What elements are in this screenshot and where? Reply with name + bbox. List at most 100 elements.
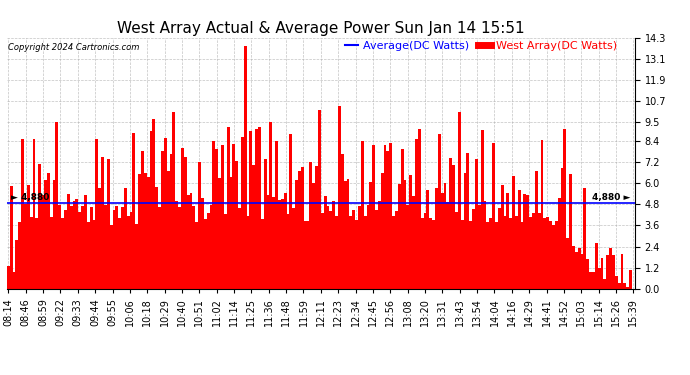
Bar bbox=[75, 199, 78, 289]
Bar bbox=[270, 122, 273, 289]
Bar bbox=[515, 216, 518, 289]
Bar bbox=[361, 141, 364, 289]
Bar bbox=[181, 148, 184, 289]
Bar bbox=[218, 178, 221, 289]
Bar bbox=[481, 130, 484, 289]
Bar bbox=[313, 183, 315, 289]
Bar bbox=[230, 177, 233, 289]
Bar bbox=[61, 218, 64, 289]
Bar bbox=[497, 209, 501, 289]
Bar bbox=[112, 210, 115, 289]
Bar bbox=[384, 145, 386, 289]
Bar bbox=[329, 211, 333, 289]
Bar bbox=[84, 195, 87, 289]
Bar bbox=[321, 213, 324, 289]
Bar bbox=[341, 154, 344, 289]
Bar bbox=[233, 144, 235, 289]
Bar bbox=[441, 193, 444, 289]
Bar bbox=[586, 260, 589, 289]
Bar bbox=[286, 214, 290, 289]
Bar bbox=[509, 218, 512, 289]
Bar bbox=[381, 172, 384, 289]
Bar bbox=[444, 183, 446, 289]
Bar bbox=[315, 166, 318, 289]
Bar bbox=[193, 206, 195, 289]
Bar bbox=[484, 201, 486, 289]
Bar bbox=[595, 243, 598, 289]
Bar bbox=[435, 188, 438, 289]
Bar bbox=[87, 222, 90, 289]
Bar bbox=[584, 188, 586, 289]
Bar bbox=[127, 216, 130, 289]
Bar bbox=[92, 220, 95, 289]
Bar bbox=[353, 210, 355, 289]
Text: ► 4,880: ► 4,880 bbox=[11, 193, 50, 202]
Bar bbox=[489, 218, 492, 289]
Bar bbox=[138, 174, 141, 289]
Bar bbox=[178, 207, 181, 289]
Bar bbox=[349, 216, 353, 289]
Bar bbox=[258, 127, 261, 289]
Bar bbox=[549, 221, 552, 289]
Bar bbox=[501, 185, 504, 289]
Bar bbox=[266, 195, 270, 289]
Bar bbox=[115, 206, 118, 289]
Text: Copyright 2024 Cartronics.com: Copyright 2024 Cartronics.com bbox=[8, 42, 139, 51]
Bar bbox=[338, 106, 341, 289]
Bar bbox=[150, 131, 152, 289]
Bar bbox=[535, 171, 538, 289]
Bar bbox=[458, 112, 461, 289]
Bar bbox=[210, 205, 213, 289]
Bar bbox=[623, 284, 627, 289]
Bar bbox=[152, 119, 155, 289]
Bar bbox=[615, 276, 618, 289]
Bar bbox=[461, 220, 464, 289]
Bar bbox=[506, 193, 509, 289]
Bar bbox=[620, 254, 623, 289]
Bar bbox=[198, 162, 201, 289]
Bar bbox=[346, 179, 349, 289]
Bar bbox=[226, 127, 230, 289]
Bar bbox=[293, 209, 295, 289]
Bar bbox=[21, 139, 24, 289]
Bar bbox=[604, 279, 607, 289]
Bar bbox=[70, 206, 72, 289]
Bar bbox=[215, 149, 218, 289]
Bar bbox=[558, 198, 560, 289]
Bar bbox=[130, 212, 132, 289]
Bar bbox=[39, 164, 41, 289]
Bar bbox=[426, 190, 429, 289]
Bar bbox=[27, 185, 30, 289]
Bar bbox=[475, 159, 478, 289]
Bar bbox=[41, 195, 44, 289]
Bar bbox=[432, 220, 435, 289]
Bar bbox=[135, 224, 138, 289]
Bar bbox=[541, 140, 544, 289]
Bar bbox=[486, 222, 489, 289]
Bar bbox=[58, 205, 61, 289]
Bar bbox=[372, 146, 375, 289]
Bar bbox=[44, 180, 47, 289]
Bar bbox=[224, 214, 226, 289]
Bar bbox=[304, 222, 306, 289]
Bar bbox=[532, 213, 535, 289]
Bar bbox=[569, 174, 572, 289]
Bar bbox=[495, 222, 497, 289]
Bar bbox=[275, 141, 278, 289]
Bar bbox=[309, 162, 313, 289]
Bar bbox=[404, 180, 406, 289]
Bar bbox=[395, 211, 398, 289]
Bar bbox=[47, 173, 50, 289]
Bar bbox=[318, 110, 321, 289]
Bar bbox=[469, 220, 472, 289]
Title: West Array Actual & Average Power Sun Jan 14 15:51: West Array Actual & Average Power Sun Ja… bbox=[117, 21, 524, 36]
Bar bbox=[415, 140, 418, 289]
Bar bbox=[375, 210, 378, 289]
Bar bbox=[438, 134, 441, 289]
Bar bbox=[629, 270, 632, 289]
Bar bbox=[607, 255, 609, 289]
Bar bbox=[609, 248, 612, 289]
Bar bbox=[598, 268, 600, 289]
Bar bbox=[110, 225, 112, 289]
Bar bbox=[161, 152, 164, 289]
